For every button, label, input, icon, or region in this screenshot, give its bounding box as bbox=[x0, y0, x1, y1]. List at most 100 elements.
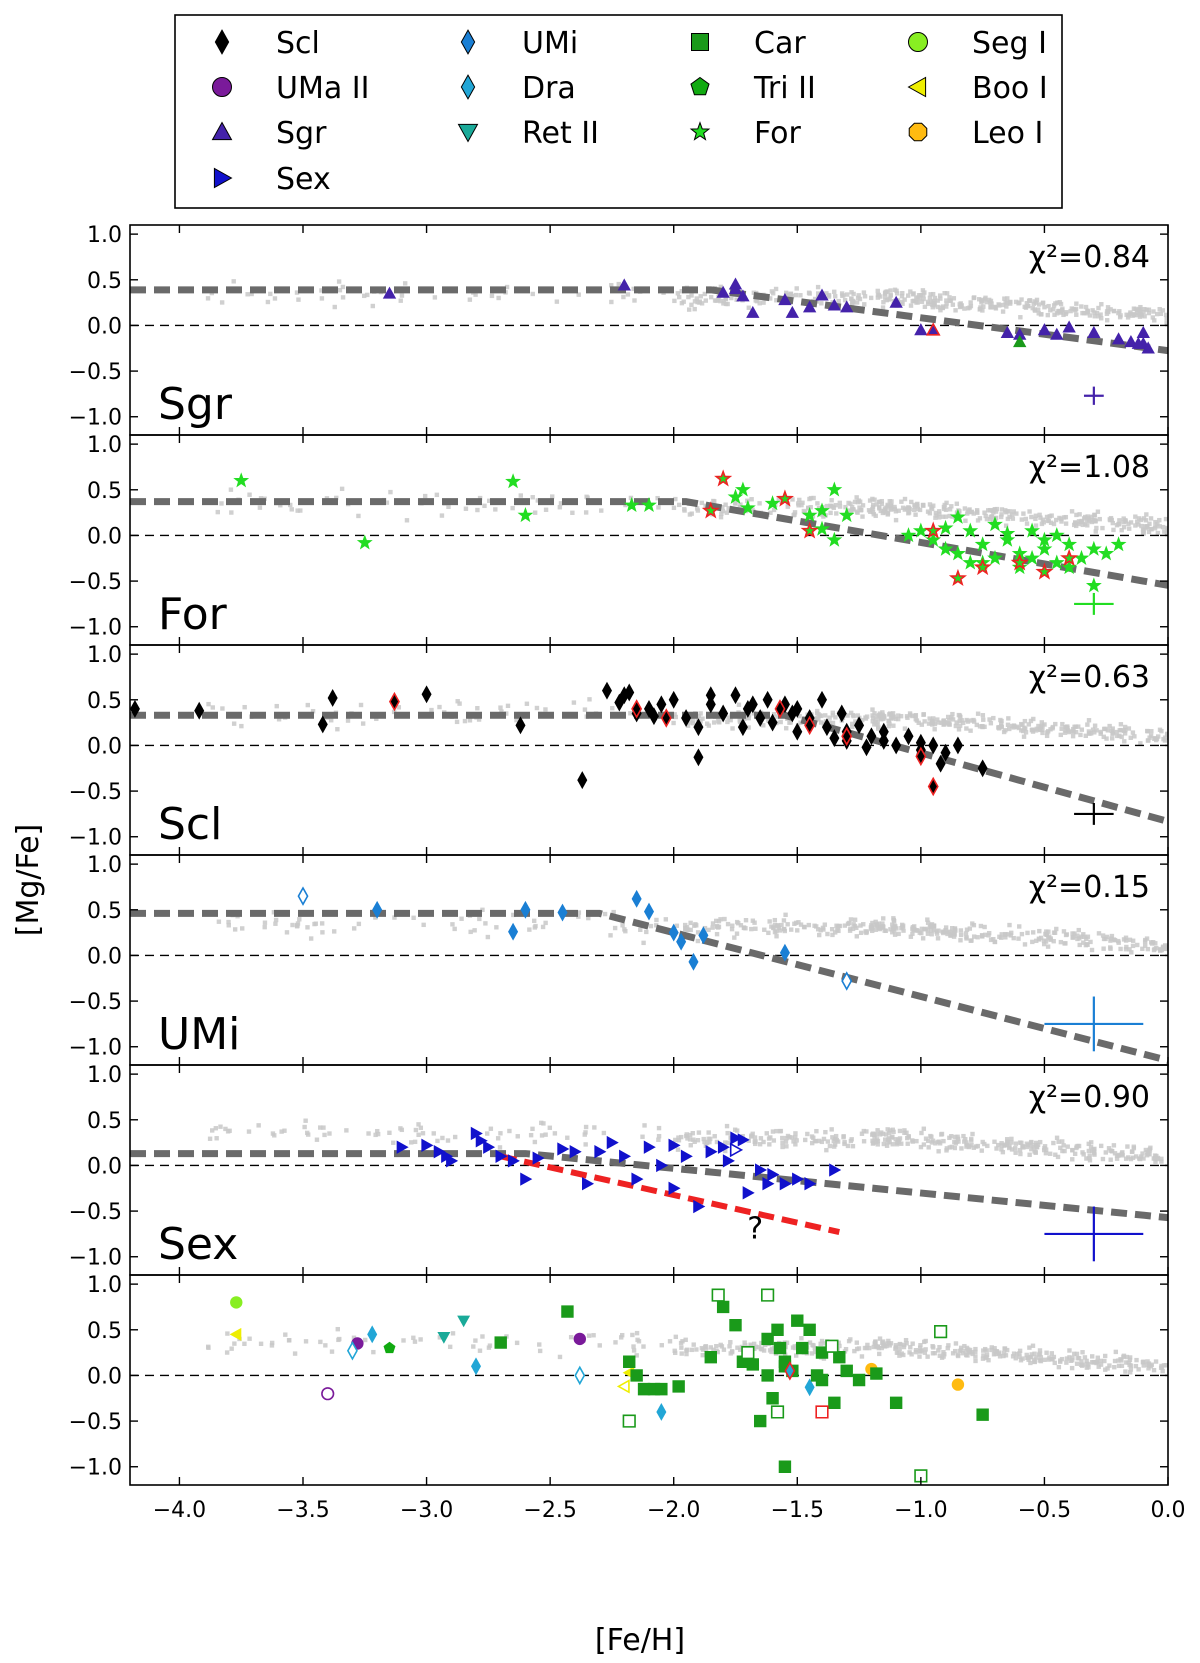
error-bar bbox=[1074, 592, 1114, 615]
mw-point bbox=[780, 1140, 785, 1146]
mw-point bbox=[834, 923, 839, 928]
mw-point bbox=[473, 1338, 478, 1343]
mw-point bbox=[1117, 518, 1122, 523]
mw-point bbox=[1019, 517, 1025, 522]
mw-point bbox=[725, 719, 730, 725]
data-point bbox=[532, 1151, 545, 1165]
mw-point bbox=[940, 514, 946, 519]
mw-point bbox=[634, 1330, 640, 1336]
mw-point bbox=[870, 920, 875, 926]
mw-point bbox=[882, 295, 888, 300]
mw-point bbox=[686, 294, 691, 300]
legend-marker bbox=[460, 29, 476, 55]
mw-point bbox=[860, 514, 865, 519]
data-point bbox=[974, 536, 991, 552]
mw-point bbox=[927, 295, 933, 301]
mw-point bbox=[975, 518, 981, 523]
mw-point bbox=[771, 291, 776, 296]
mw-point bbox=[926, 721, 932, 726]
mw-point bbox=[1157, 306, 1162, 312]
data-point bbox=[870, 1367, 883, 1380]
mw-point bbox=[734, 297, 739, 302]
mw-point bbox=[565, 1135, 570, 1140]
mw-point bbox=[1011, 1351, 1017, 1356]
mw-point bbox=[931, 923, 937, 928]
mw-point bbox=[447, 1344, 453, 1350]
panel-frame bbox=[129, 854, 1169, 1066]
mw-point bbox=[871, 1344, 876, 1350]
mw-point bbox=[1067, 1348, 1072, 1353]
mw-point bbox=[373, 915, 378, 920]
mw-point bbox=[703, 1344, 709, 1349]
mw-point bbox=[953, 308, 958, 313]
mw-point bbox=[935, 304, 940, 310]
mw-point bbox=[1061, 929, 1067, 934]
mw-point bbox=[723, 1140, 728, 1145]
mw-point bbox=[874, 1137, 880, 1142]
x-axis-label: [Fe/H] bbox=[595, 1623, 685, 1658]
mw-point bbox=[1132, 734, 1137, 739]
mw-point bbox=[728, 1340, 733, 1345]
mw-point bbox=[1128, 1156, 1134, 1162]
data-point bbox=[804, 1177, 817, 1191]
mw-point bbox=[876, 712, 882, 718]
mw-point bbox=[1023, 730, 1029, 735]
data-point bbox=[1037, 323, 1052, 336]
mw-point bbox=[1094, 728, 1099, 733]
mw-point bbox=[940, 304, 946, 309]
mw-point bbox=[889, 1135, 894, 1140]
mw-point bbox=[1145, 946, 1151, 952]
mw-point bbox=[1128, 310, 1133, 315]
mw-point bbox=[1080, 522, 1086, 528]
mw-point bbox=[815, 708, 820, 714]
data-point bbox=[1098, 545, 1115, 561]
data-point-open bbox=[815, 1405, 829, 1419]
mw-point bbox=[421, 922, 426, 928]
mw-point bbox=[699, 1345, 705, 1351]
mw-point bbox=[1124, 1354, 1130, 1360]
mw-point bbox=[1155, 1155, 1161, 1161]
mw-point bbox=[710, 921, 716, 926]
legend-entry: Boo I bbox=[907, 71, 1048, 106]
data-point-flagged bbox=[915, 746, 927, 767]
mw-point bbox=[858, 923, 863, 928]
mw-point bbox=[828, 503, 833, 508]
panel-name: For bbox=[158, 589, 228, 640]
mw-point bbox=[496, 295, 501, 301]
mw-point bbox=[332, 929, 337, 934]
mw-point bbox=[1046, 929, 1051, 934]
mw-point bbox=[695, 508, 701, 513]
mw-point bbox=[1148, 1364, 1154, 1369]
mw-point bbox=[1048, 520, 1054, 525]
mw-point bbox=[970, 1131, 975, 1137]
mw-point bbox=[780, 1135, 785, 1141]
data-point-open bbox=[761, 1288, 775, 1302]
mw-point bbox=[1098, 1358, 1103, 1364]
mw-point bbox=[487, 1343, 493, 1348]
mw-point bbox=[1076, 927, 1081, 933]
mw-point bbox=[944, 1146, 950, 1151]
data-point bbox=[829, 1163, 842, 1177]
legend-label: Scl bbox=[276, 26, 320, 61]
mw-point bbox=[783, 1139, 789, 1144]
mw-point bbox=[272, 1133, 277, 1138]
mw-point bbox=[226, 923, 231, 928]
mw-point bbox=[655, 495, 660, 501]
data-point bbox=[1024, 522, 1040, 538]
mw-point bbox=[977, 724, 983, 729]
mw-point bbox=[932, 727, 937, 732]
mw-point bbox=[1056, 1364, 1062, 1370]
data-point bbox=[950, 545, 966, 561]
mw-point bbox=[1095, 1355, 1100, 1360]
mw-point bbox=[631, 1344, 636, 1349]
mw-point bbox=[845, 713, 850, 718]
mw-point bbox=[1126, 1155, 1131, 1160]
mw-point bbox=[952, 926, 958, 931]
mw-point bbox=[1087, 313, 1093, 318]
mw-point bbox=[708, 1345, 713, 1350]
mw-point bbox=[1037, 727, 1043, 733]
mw-point bbox=[532, 1139, 538, 1145]
mw-point bbox=[1045, 729, 1051, 734]
data-point bbox=[1013, 335, 1027, 348]
